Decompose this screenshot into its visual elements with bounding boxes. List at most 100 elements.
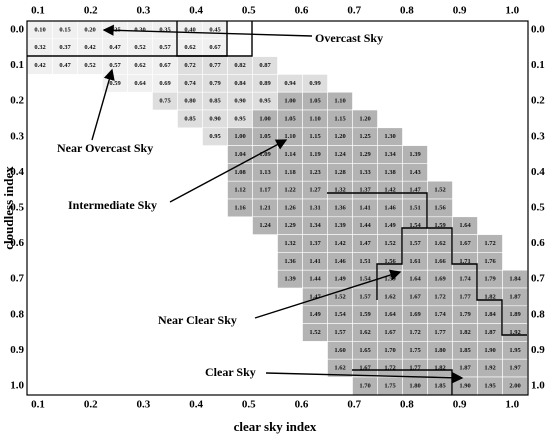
cell-value: 1.77 <box>434 329 446 336</box>
cell-value: 1.39 <box>334 222 346 229</box>
cell-value: 1.04 <box>234 151 246 158</box>
cell-value: 0.99 <box>309 80 321 87</box>
y-tick-label: 0.0 <box>531 24 545 36</box>
cell-value: 0.94 <box>284 80 296 87</box>
cell-value: 1.74 <box>459 276 471 283</box>
cell-value: 1.05 <box>284 115 296 122</box>
cell-value: 0.40 <box>184 26 195 33</box>
x-tick-label: 0.4 <box>189 5 203 17</box>
x-tick-label: 1.0 <box>505 399 519 411</box>
cell-value: 1.59 <box>434 222 446 229</box>
cell-value: 1.79 <box>484 276 496 283</box>
cell-value: 1.12 <box>234 187 245 194</box>
cell-value: 0.37 <box>59 44 71 51</box>
cell-value: 0.74 <box>184 80 196 87</box>
x-tick-label: 0.7 <box>347 5 361 17</box>
cell-value: 1.15 <box>334 115 346 122</box>
cell-value: 1.71 <box>459 258 470 265</box>
cell-value: 1.46 <box>384 204 396 211</box>
cell-value: 1.30 <box>384 133 395 140</box>
y-tick-label: 0.1 <box>531 59 545 71</box>
cell-value: 1.72 <box>484 240 495 247</box>
x-tick-label: 0.6 <box>295 399 309 411</box>
y-tick-label: 0.6 <box>531 237 545 249</box>
cell-value: 1.20 <box>334 133 345 140</box>
cell-value: 0.30 <box>134 26 145 33</box>
cell-value: 1.89 <box>509 311 521 318</box>
cell-value: 1.47 <box>359 240 371 247</box>
cell-value: 1.72 <box>384 365 395 372</box>
cell-value: 0.90 <box>209 115 220 122</box>
cell-value: 1.54 <box>334 311 346 318</box>
cell-value: 0.64 <box>134 80 146 87</box>
cell-value: 1.92 <box>509 329 520 336</box>
y-tick-label: 0.3 <box>10 130 24 142</box>
y-tick-label: 0.8 <box>531 308 545 320</box>
cell-value: 0.77 <box>209 62 221 69</box>
cell-value: 1.49 <box>384 222 396 229</box>
cell-value: 1.20 <box>359 115 370 122</box>
cell-value: 1.85 <box>459 347 471 354</box>
cell-value: 1.32 <box>284 240 295 247</box>
x-tick-label: 0.5 <box>242 5 256 17</box>
y-tick-label: 0.8 <box>10 308 24 320</box>
x-axis-label: clear sky index <box>234 419 317 434</box>
cell-value: 0.84 <box>234 80 246 87</box>
cell-value: 0.59 <box>109 80 121 87</box>
cell-value: 1.29 <box>359 151 371 158</box>
cell-value: 1.21 <box>259 204 270 211</box>
cell-value: 1.00 <box>259 115 270 122</box>
cell-value: 0.67 <box>159 62 171 69</box>
cell-value: 1.13 <box>259 169 271 176</box>
cell-value: 1.59 <box>359 311 371 318</box>
cell-value: 1.82 <box>484 293 495 300</box>
cell-value: 1.51 <box>409 204 420 211</box>
cell-value: 1.85 <box>434 382 446 389</box>
cell-value: 0.35 <box>159 26 171 33</box>
y-tick-label: 0.6 <box>10 237 24 249</box>
cell-value: 1.72 <box>409 329 420 336</box>
cell-value: 1.77 <box>409 365 421 372</box>
cell-value: 1.87 <box>484 329 496 336</box>
cell-value: 1.19 <box>309 151 321 158</box>
cell-value: 1.34 <box>309 222 321 229</box>
cell-value: 1.41 <box>359 204 370 211</box>
cell-value: 0.42 <box>84 44 95 51</box>
cell-value: 1.95 <box>509 347 521 354</box>
cell-value: 1.84 <box>509 276 521 283</box>
cell-value: 1.39 <box>409 151 421 158</box>
cell-value: 1.95 <box>484 382 496 389</box>
cell-value: 1.56 <box>434 204 446 211</box>
cell-value: 1.87 <box>509 293 521 300</box>
cell-value: 1.46 <box>334 258 346 265</box>
cell-value: 1.51 <box>359 258 370 265</box>
cell-value: 1.17 <box>259 187 271 194</box>
cell-value: 1.24 <box>259 222 271 229</box>
cell-value: 1.33 <box>359 169 371 176</box>
cell-value: 1.62 <box>434 240 445 247</box>
cell-value: 1.22 <box>284 187 295 194</box>
cell-value: 0.75 <box>159 98 171 105</box>
frame <box>26 20 529 396</box>
cell-value: 1.00 <box>234 133 245 140</box>
y-tick-label: 0.9 <box>10 344 24 356</box>
cell-value: 0.32 <box>34 44 45 51</box>
region-boundary <box>176 21 253 57</box>
cell-value: 1.67 <box>384 329 396 336</box>
cell-value: 1.44 <box>309 276 321 283</box>
cell-value: 1.69 <box>409 311 421 318</box>
cell-value: 1.67 <box>409 293 421 300</box>
cell-value: 1.92 <box>484 365 495 372</box>
x-tick-label: 0.5 <box>242 399 256 411</box>
cell-value: 0.80 <box>184 98 195 105</box>
cell-value: 1.60 <box>334 347 345 354</box>
y-tick-label: 0.2 <box>10 95 24 107</box>
cell-value: 1.36 <box>284 258 296 265</box>
annotation-arrow <box>102 24 313 37</box>
y-tick-label: 0.9 <box>531 344 545 356</box>
cell-value: 1.41 <box>309 258 320 265</box>
cell-value: 0.57 <box>109 62 121 69</box>
cell-value: 1.31 <box>309 204 320 211</box>
cell-value: 1.87 <box>459 365 471 372</box>
cell-value: 1.43 <box>409 169 421 176</box>
